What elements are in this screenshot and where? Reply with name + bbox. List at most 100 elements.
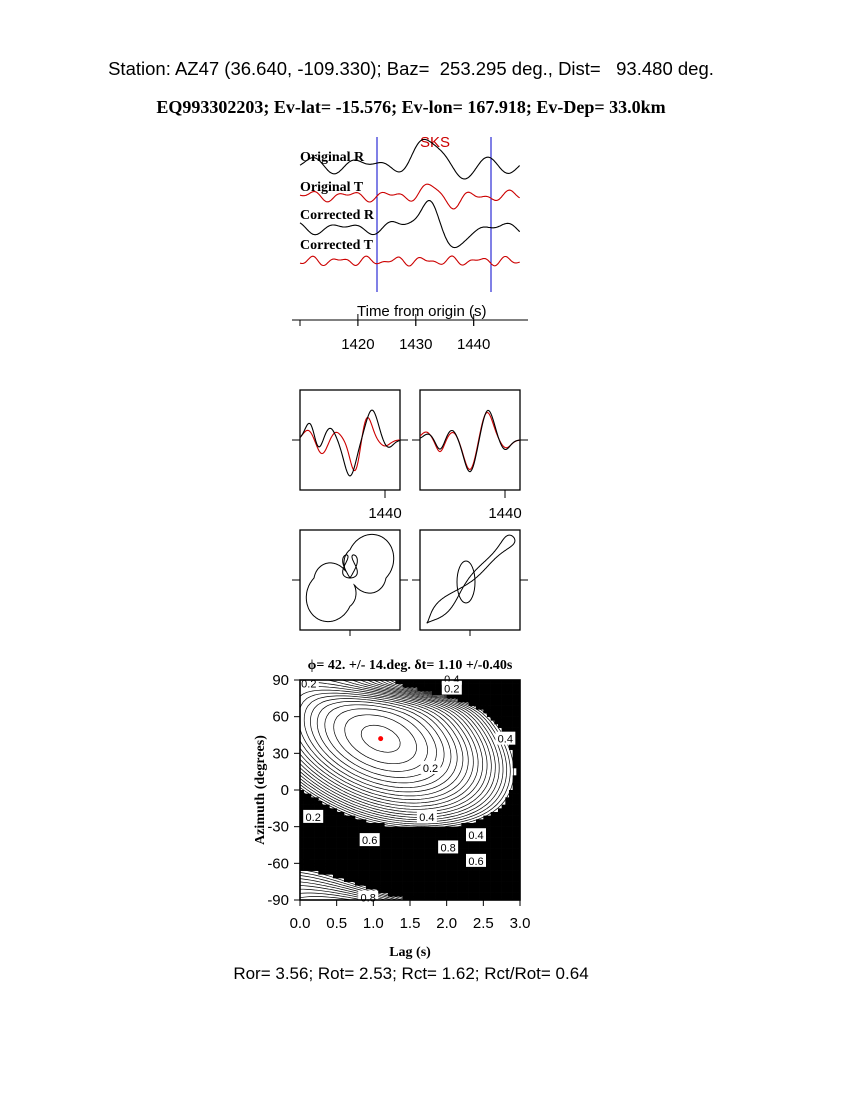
grid-dense-cell <box>512 757 517 761</box>
grid-dense-cell <box>487 680 491 684</box>
grid-dense-cell <box>435 856 440 860</box>
grid-dense-cell <box>325 804 330 809</box>
grid-dense-cell <box>494 713 499 717</box>
grid-dense-cell <box>388 874 392 879</box>
grid-dense-cell <box>340 826 345 831</box>
grid-dense-cell <box>516 731 520 736</box>
grid-dense-cell <box>388 881 392 886</box>
grid-dense-cell <box>424 881 429 886</box>
grid-dense-cell <box>465 878 469 882</box>
grid-dense-cell <box>494 680 499 684</box>
grid-dense-cell <box>377 881 381 886</box>
grid-dense-cell <box>465 691 469 695</box>
grid-dense-cell <box>454 896 458 900</box>
grid-dense-cell <box>465 845 469 849</box>
grid-dense-cell <box>509 826 513 831</box>
grid-dense-cell <box>410 870 414 875</box>
grid-dense-cell <box>347 848 352 853</box>
grid-dense-cell <box>516 874 520 879</box>
grid-dense-cell <box>476 867 480 871</box>
grid-dense-cell <box>369 823 374 827</box>
grid-dense-cell <box>428 867 433 871</box>
grid-dense-cell <box>406 874 411 879</box>
grid-dense-cell <box>498 830 502 835</box>
grid-dense-cell <box>380 874 385 879</box>
grid-dense-cell <box>307 830 312 835</box>
grid-dense-cell <box>435 683 440 688</box>
grid-dense-cell <box>432 841 436 846</box>
grid-dense-cell <box>314 797 319 802</box>
grid-dense-cell <box>479 691 484 695</box>
grid-dense-cell <box>399 870 403 875</box>
grid-dense-cell <box>454 834 458 838</box>
grid-dense-cell <box>413 680 418 684</box>
grid-dense-cell <box>314 848 319 853</box>
grid-dense-cell <box>483 867 488 871</box>
grid-dense-cell <box>421 896 425 900</box>
grid-dense-cell <box>446 830 451 835</box>
grid-dense-cell <box>369 852 374 857</box>
grid-dense-cell <box>490 878 495 882</box>
grid-dense-cell <box>487 848 491 853</box>
grid-dense-cell <box>314 804 319 809</box>
grid-dense-cell <box>314 834 319 838</box>
grid-dense-cell <box>300 867 304 871</box>
grid-dense-cell <box>388 856 392 860</box>
grid-dense-cell <box>380 826 385 831</box>
grid-dense-cell <box>476 881 480 886</box>
grid-dense-cell <box>457 863 462 868</box>
grid-dense-cell <box>505 716 510 721</box>
grid-dense-cell <box>465 881 469 886</box>
grid-dense-cell <box>498 845 502 849</box>
grid-dense-cell <box>340 874 345 879</box>
grid-dense-cell <box>347 867 352 871</box>
grid-dense-cell <box>424 870 429 875</box>
grid-dense-cell <box>483 885 488 890</box>
grid-dense-cell <box>413 826 418 831</box>
grid-dense-cell <box>516 859 520 864</box>
grid-dense-cell <box>443 856 447 860</box>
grid-dense-cell <box>391 870 396 875</box>
grid-dense-cell <box>329 812 334 816</box>
grid-dense-cell <box>384 881 389 886</box>
grid-dense-cell <box>340 823 345 827</box>
grid-dense-cell <box>501 841 506 846</box>
grid-dense-cell <box>443 885 447 890</box>
grid-dense-cell <box>406 852 411 857</box>
grid-dense-cell <box>351 841 356 846</box>
grid-dense-cell <box>512 709 517 714</box>
grid-dense-cell <box>406 680 411 684</box>
trace-label-corrected-r: Corrected R <box>300 208 375 223</box>
grid-dense-cell <box>424 837 429 842</box>
grid-dense-cell <box>428 870 433 875</box>
grid-dense-cell <box>512 859 517 864</box>
grid-x-tick-label: 2.5 <box>473 915 494 932</box>
grid-dense-cell <box>505 687 510 692</box>
grid-dense-cell <box>476 845 480 849</box>
grid-dense-cell <box>402 863 407 868</box>
grid-dense-cell <box>468 698 473 703</box>
grid-dense-cell <box>487 713 491 717</box>
grid-dense-cell <box>472 691 477 695</box>
grid-dense-cell <box>494 885 499 890</box>
grid-dense-cell <box>461 823 466 827</box>
grid-dense-cell <box>512 698 517 703</box>
grid-dense-cell <box>443 889 447 893</box>
grid-dense-cell <box>446 826 451 831</box>
grid-dense-cell <box>505 812 510 816</box>
grid-dense-cell <box>509 870 513 875</box>
grid-dense-cell <box>428 826 433 831</box>
grid-dense-cell <box>446 863 451 868</box>
grid-dense-cell <box>501 680 506 684</box>
grid-x-axis-label: Lag (s) <box>389 945 431 960</box>
grid-dense-cell <box>483 889 488 893</box>
trace-label-original-t: Original T <box>300 180 364 195</box>
grid-dense-cell <box>468 687 473 692</box>
grid-dense-cell <box>494 819 499 824</box>
grid-dense-cell <box>410 834 414 838</box>
grid-dense-cell <box>318 837 323 842</box>
grid-dense-cell <box>509 885 513 890</box>
grid-dense-cell <box>476 680 480 684</box>
grid-dense-cell <box>399 837 403 842</box>
grid-dense-cell <box>344 834 348 838</box>
